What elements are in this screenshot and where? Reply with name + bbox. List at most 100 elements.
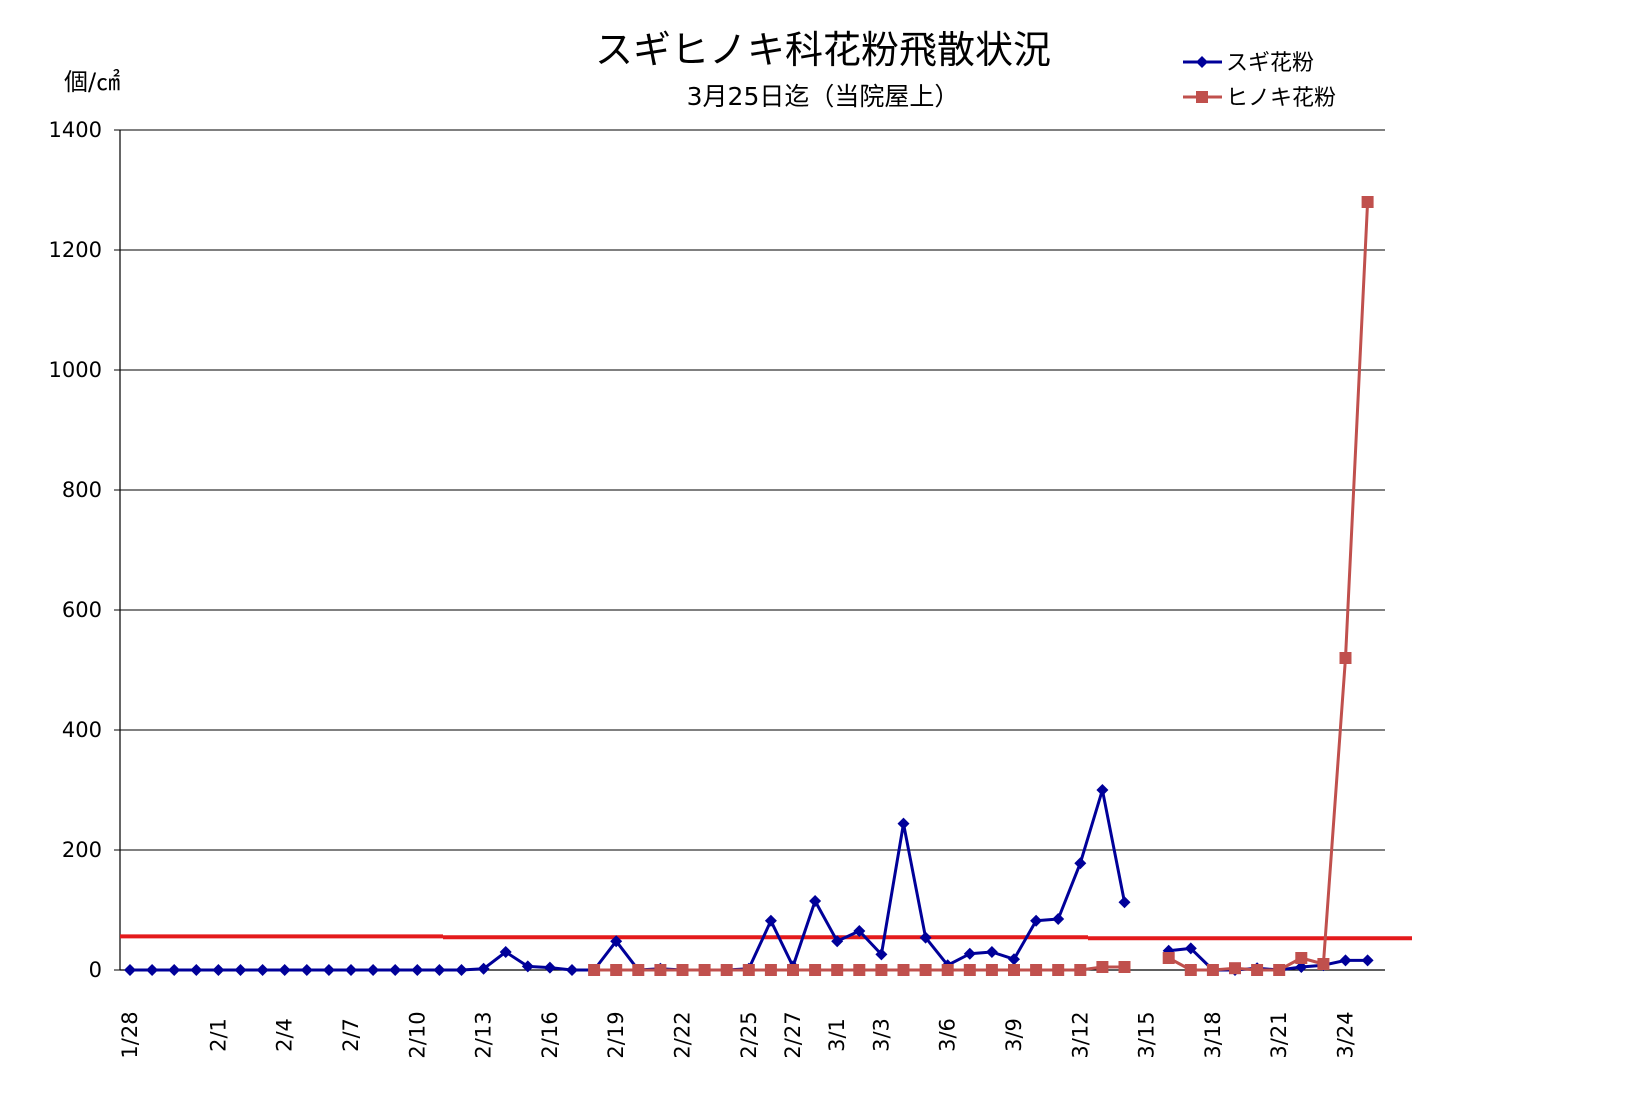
data-point bbox=[1030, 914, 1043, 927]
data-point bbox=[1361, 954, 1374, 967]
data-point bbox=[676, 964, 689, 976]
data-point bbox=[345, 964, 357, 976]
data-point bbox=[764, 914, 777, 927]
data-point bbox=[1096, 784, 1109, 796]
x-tick-label: 1/28 bbox=[118, 1011, 142, 1058]
y-tick-label: 1000 bbox=[49, 358, 102, 382]
data-point bbox=[543, 961, 556, 974]
data-point bbox=[897, 964, 910, 976]
data-point bbox=[1229, 962, 1241, 975]
data-point bbox=[146, 964, 159, 976]
data-point bbox=[477, 962, 490, 975]
x-tick-label: 3/15 bbox=[1135, 1011, 1159, 1058]
x-tick-label: 2/13 bbox=[472, 1011, 496, 1058]
data-point bbox=[985, 946, 998, 958]
series-hinoki bbox=[588, 196, 1374, 976]
data-point bbox=[1295, 952, 1308, 964]
data-point bbox=[455, 964, 468, 976]
data-point bbox=[941, 964, 954, 976]
legend-marker bbox=[1196, 56, 1208, 68]
x-tick-label: 2/16 bbox=[538, 1011, 562, 1058]
data-point bbox=[389, 964, 402, 976]
gridlines bbox=[120, 129, 1385, 851]
x-tick-label: 3/6 bbox=[936, 1018, 960, 1052]
series-line bbox=[1167, 201, 1370, 972]
data-point bbox=[610, 964, 623, 976]
data-point bbox=[1074, 857, 1087, 870]
data-point bbox=[853, 964, 866, 976]
data-point bbox=[1273, 964, 1286, 976]
data-point bbox=[897, 817, 910, 830]
data-point bbox=[809, 964, 822, 976]
series-sugi bbox=[124, 784, 1374, 976]
data-point bbox=[1008, 953, 1020, 966]
data-point bbox=[1206, 964, 1219, 976]
data-point bbox=[521, 960, 534, 973]
data-point bbox=[632, 964, 645, 976]
data-point bbox=[278, 964, 291, 976]
x-tick-label: 3/21 bbox=[1267, 1011, 1291, 1058]
data-point bbox=[367, 964, 380, 976]
x-tick-label: 2/7 bbox=[339, 1018, 363, 1052]
x-tick-label: 2/25 bbox=[737, 1011, 761, 1058]
chart-subtitle: 3月25日迄（当院屋上） bbox=[687, 82, 960, 111]
chart-title: スギヒノキ科花粉飛散状況 bbox=[595, 28, 1051, 72]
data-point bbox=[411, 964, 424, 976]
data-point bbox=[1317, 958, 1330, 970]
data-point bbox=[1074, 964, 1087, 976]
data-point bbox=[1184, 942, 1197, 955]
data-point bbox=[831, 935, 844, 948]
data-point bbox=[1118, 896, 1131, 909]
data-point bbox=[588, 964, 601, 976]
axes bbox=[114, 129, 1385, 971]
y-tick-label: 0 bbox=[89, 958, 102, 982]
x-tick-label: 3/24 bbox=[1334, 1011, 1358, 1058]
y-tick-label: 200 bbox=[62, 838, 102, 862]
x-tick-label: 2/1 bbox=[206, 1018, 230, 1052]
data-point bbox=[742, 964, 755, 976]
data-point bbox=[919, 931, 932, 944]
data-point bbox=[654, 964, 667, 976]
data-point bbox=[1052, 964, 1065, 976]
data-point bbox=[963, 947, 976, 960]
y-tick-label: 1200 bbox=[49, 238, 102, 262]
data-point bbox=[499, 946, 512, 958]
data-point bbox=[566, 964, 578, 976]
series-line bbox=[130, 788, 1126, 972]
y-tick-label: 800 bbox=[62, 478, 102, 502]
data-point bbox=[1096, 961, 1109, 973]
data-point bbox=[985, 964, 998, 976]
reference-line-layer bbox=[120, 934, 1412, 941]
data-point bbox=[322, 964, 335, 976]
data-point bbox=[919, 964, 932, 976]
data-point bbox=[764, 964, 777, 976]
legend-label: スギ花粉 bbox=[1226, 51, 1314, 76]
x-tick-label: 2/10 bbox=[405, 1011, 429, 1058]
x-tick-labels: 1/28 2/1 2/4 2/7 2/10 2/13 2/16 2/19 2/22 2/25 2/2… bbox=[118, 1011, 1358, 1058]
data-point bbox=[234, 964, 247, 976]
data-point bbox=[853, 925, 866, 937]
data-point bbox=[190, 964, 203, 976]
data-point bbox=[1118, 961, 1131, 973]
data-point bbox=[831, 964, 844, 976]
data-point bbox=[963, 964, 976, 976]
x-tick-label: 3/3 bbox=[869, 1018, 893, 1052]
data-point bbox=[212, 964, 225, 976]
x-tick-label: 3/9 bbox=[1002, 1018, 1026, 1052]
x-tick-label: 2/22 bbox=[671, 1011, 695, 1058]
data-point bbox=[300, 964, 313, 976]
x-tick-label: 3/1 bbox=[825, 1018, 849, 1052]
y-tick-label: 400 bbox=[62, 718, 102, 742]
series-layer bbox=[124, 196, 1374, 976]
series-line bbox=[1168, 946, 1368, 972]
data-point bbox=[124, 964, 136, 976]
x-tick-label: 2/19 bbox=[604, 1011, 628, 1058]
data-point bbox=[256, 964, 269, 976]
y-tick-label: 600 bbox=[62, 598, 102, 622]
data-point bbox=[1339, 652, 1352, 664]
data-point bbox=[875, 964, 888, 976]
data-point bbox=[1162, 952, 1175, 964]
data-point bbox=[787, 964, 799, 976]
